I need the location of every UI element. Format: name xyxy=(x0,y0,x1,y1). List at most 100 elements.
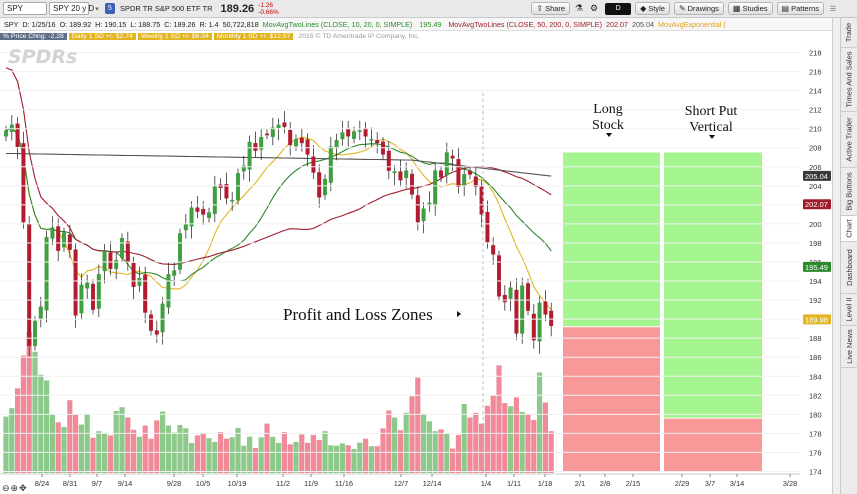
price-badge-label: 202.07 xyxy=(805,200,828,209)
tab-dashboard[interactable]: Dashboard xyxy=(841,242,857,294)
flask-icon[interactable]: ⚗ xyxy=(575,3,584,13)
volume-bar xyxy=(49,414,55,473)
gear-icon[interactable]: ⚙ xyxy=(590,3,599,13)
candle-body xyxy=(462,174,467,186)
y-tick-label: 212 xyxy=(809,106,822,115)
drawing-set-selector[interactable]: D xyxy=(605,2,632,15)
long-stock-loss-zone xyxy=(563,326,660,472)
candle-body xyxy=(212,185,217,214)
x-tick-label: 11/9 xyxy=(304,479,318,488)
candle-body xyxy=(346,128,351,137)
caret-down-icon xyxy=(606,133,612,137)
volume-bar xyxy=(542,402,548,473)
info-range: R: 1.4 xyxy=(199,19,219,29)
volume-bar xyxy=(206,438,212,473)
study1-label[interactable]: MovAvgTwoLines (CLOSE, 10, 20, 0, SIMPLE… xyxy=(262,19,413,29)
side-tab-strip: Trade Times And Sales Active Trader Big … xyxy=(840,18,857,494)
volume-bar xyxy=(403,412,409,473)
studies-label: Studies xyxy=(742,4,768,13)
candle-body xyxy=(38,306,43,319)
x-tick-label: 10/5 xyxy=(196,479,211,488)
net-change: -1.26 xyxy=(258,1,274,9)
volume-bar xyxy=(26,332,32,473)
tab-active-trader[interactable]: Active Trader xyxy=(841,112,857,168)
info-volume: 50,722,818 xyxy=(222,19,259,29)
candle-body xyxy=(201,209,206,215)
candle-body xyxy=(241,165,246,172)
volume-bar xyxy=(397,430,403,473)
style-button[interactable]: ◆ Style xyxy=(635,2,670,15)
pan-icon[interactable]: ✥ xyxy=(19,482,27,493)
volume-bar xyxy=(32,351,38,473)
candle-body xyxy=(148,314,153,331)
price-badge-label: 189.98 xyxy=(805,315,828,324)
volume-bar xyxy=(415,377,421,473)
volume-bar xyxy=(223,438,229,473)
tab-times-and-sales[interactable]: Times And Sales xyxy=(841,48,857,112)
long-stock-profit-zone xyxy=(563,152,660,327)
volume-bar xyxy=(380,428,386,473)
volume-bar xyxy=(496,365,502,473)
candle-body xyxy=(369,138,374,141)
link-badge[interactable]: 5 xyxy=(105,3,115,14)
weekly-sd-badge: Weekly 1 SD +/- $6.04 xyxy=(137,32,212,40)
share-button[interactable]: ⇪ Share xyxy=(531,2,571,15)
ma50-line xyxy=(5,67,552,265)
symbol-field[interactable]: SPY xyxy=(3,2,47,15)
short-put-vertical-loss-zone xyxy=(664,418,762,472)
y-tick-label: 216 xyxy=(809,68,822,77)
price-badge-label: 195.49 xyxy=(805,263,828,272)
price-chart[interactable]: 2182162142122102082062042022001981961941… xyxy=(0,41,832,494)
zone2-label-line1: Short Put xyxy=(685,104,738,119)
study2-label[interactable]: MovAvgTwoLines (CLOSE, 50, 200, 0, SIMPL… xyxy=(448,19,602,29)
x-tick-label: 9/14 xyxy=(118,479,133,488)
volume-bar xyxy=(490,395,496,473)
volume-bar xyxy=(363,438,369,473)
volume-bar xyxy=(310,434,316,473)
candle-body xyxy=(328,146,333,183)
volume-bar xyxy=(374,446,380,473)
volume-bar xyxy=(305,442,311,473)
volume-bar xyxy=(136,436,142,473)
copyright-text: 2015 © TD Ameritrade IP Company, Inc. xyxy=(298,32,420,40)
tab-trade[interactable]: Trade xyxy=(841,18,857,48)
candle-body xyxy=(398,171,403,181)
volume-bar xyxy=(229,437,235,473)
volume-bar xyxy=(200,433,206,473)
studies-button[interactable]: ▦ Studies xyxy=(727,2,773,15)
patterns-button[interactable]: ▤ Patterns xyxy=(776,2,824,15)
info-open: O: 189.92 xyxy=(59,19,92,29)
tab-live-news[interactable]: Live News xyxy=(841,326,857,368)
y-tick-label: 186 xyxy=(809,353,822,362)
volume-bar xyxy=(328,445,334,473)
y-tick-label: 192 xyxy=(809,296,822,305)
candle-body xyxy=(50,227,55,239)
drawings-label: Drawings xyxy=(687,4,719,13)
volume-bar xyxy=(316,440,322,473)
zoom-out-icon[interactable]: ⊖ xyxy=(2,482,10,493)
study3-label[interactable]: MovAvgExponential ( xyxy=(657,19,726,29)
menu-icon[interactable]: ☰ xyxy=(829,5,837,13)
tab-level-ii[interactable]: Level II xyxy=(841,294,857,326)
candle-body xyxy=(415,195,420,223)
zoom-in-icon[interactable]: ⊕ xyxy=(10,482,19,493)
panel-collapse-strip[interactable] xyxy=(832,18,840,494)
volume-bar xyxy=(119,407,125,473)
volume-bar xyxy=(444,433,450,473)
dropdown-icon[interactable]: ▾ xyxy=(95,5,99,13)
aggregation-selector[interactable]: SPY 20 y D xyxy=(49,2,94,15)
volume-bar xyxy=(461,403,467,473)
last-price: 189.26 xyxy=(220,2,255,15)
tab-big-buttons[interactable]: Big Buttons xyxy=(841,168,857,216)
y-tick-label: 206 xyxy=(809,163,822,172)
tab-chart[interactable]: Chart xyxy=(841,216,857,242)
volume-bar xyxy=(264,423,270,473)
candle-body xyxy=(56,226,61,251)
candle-body xyxy=(473,176,478,187)
price-badge xyxy=(803,261,831,272)
candle-body xyxy=(305,139,310,155)
candle-body xyxy=(323,178,328,196)
drawings-button[interactable]: ✎ Drawings xyxy=(673,2,724,15)
candle-body xyxy=(363,128,368,137)
profit-loss-label: Profit and Loss Zones xyxy=(283,305,433,324)
